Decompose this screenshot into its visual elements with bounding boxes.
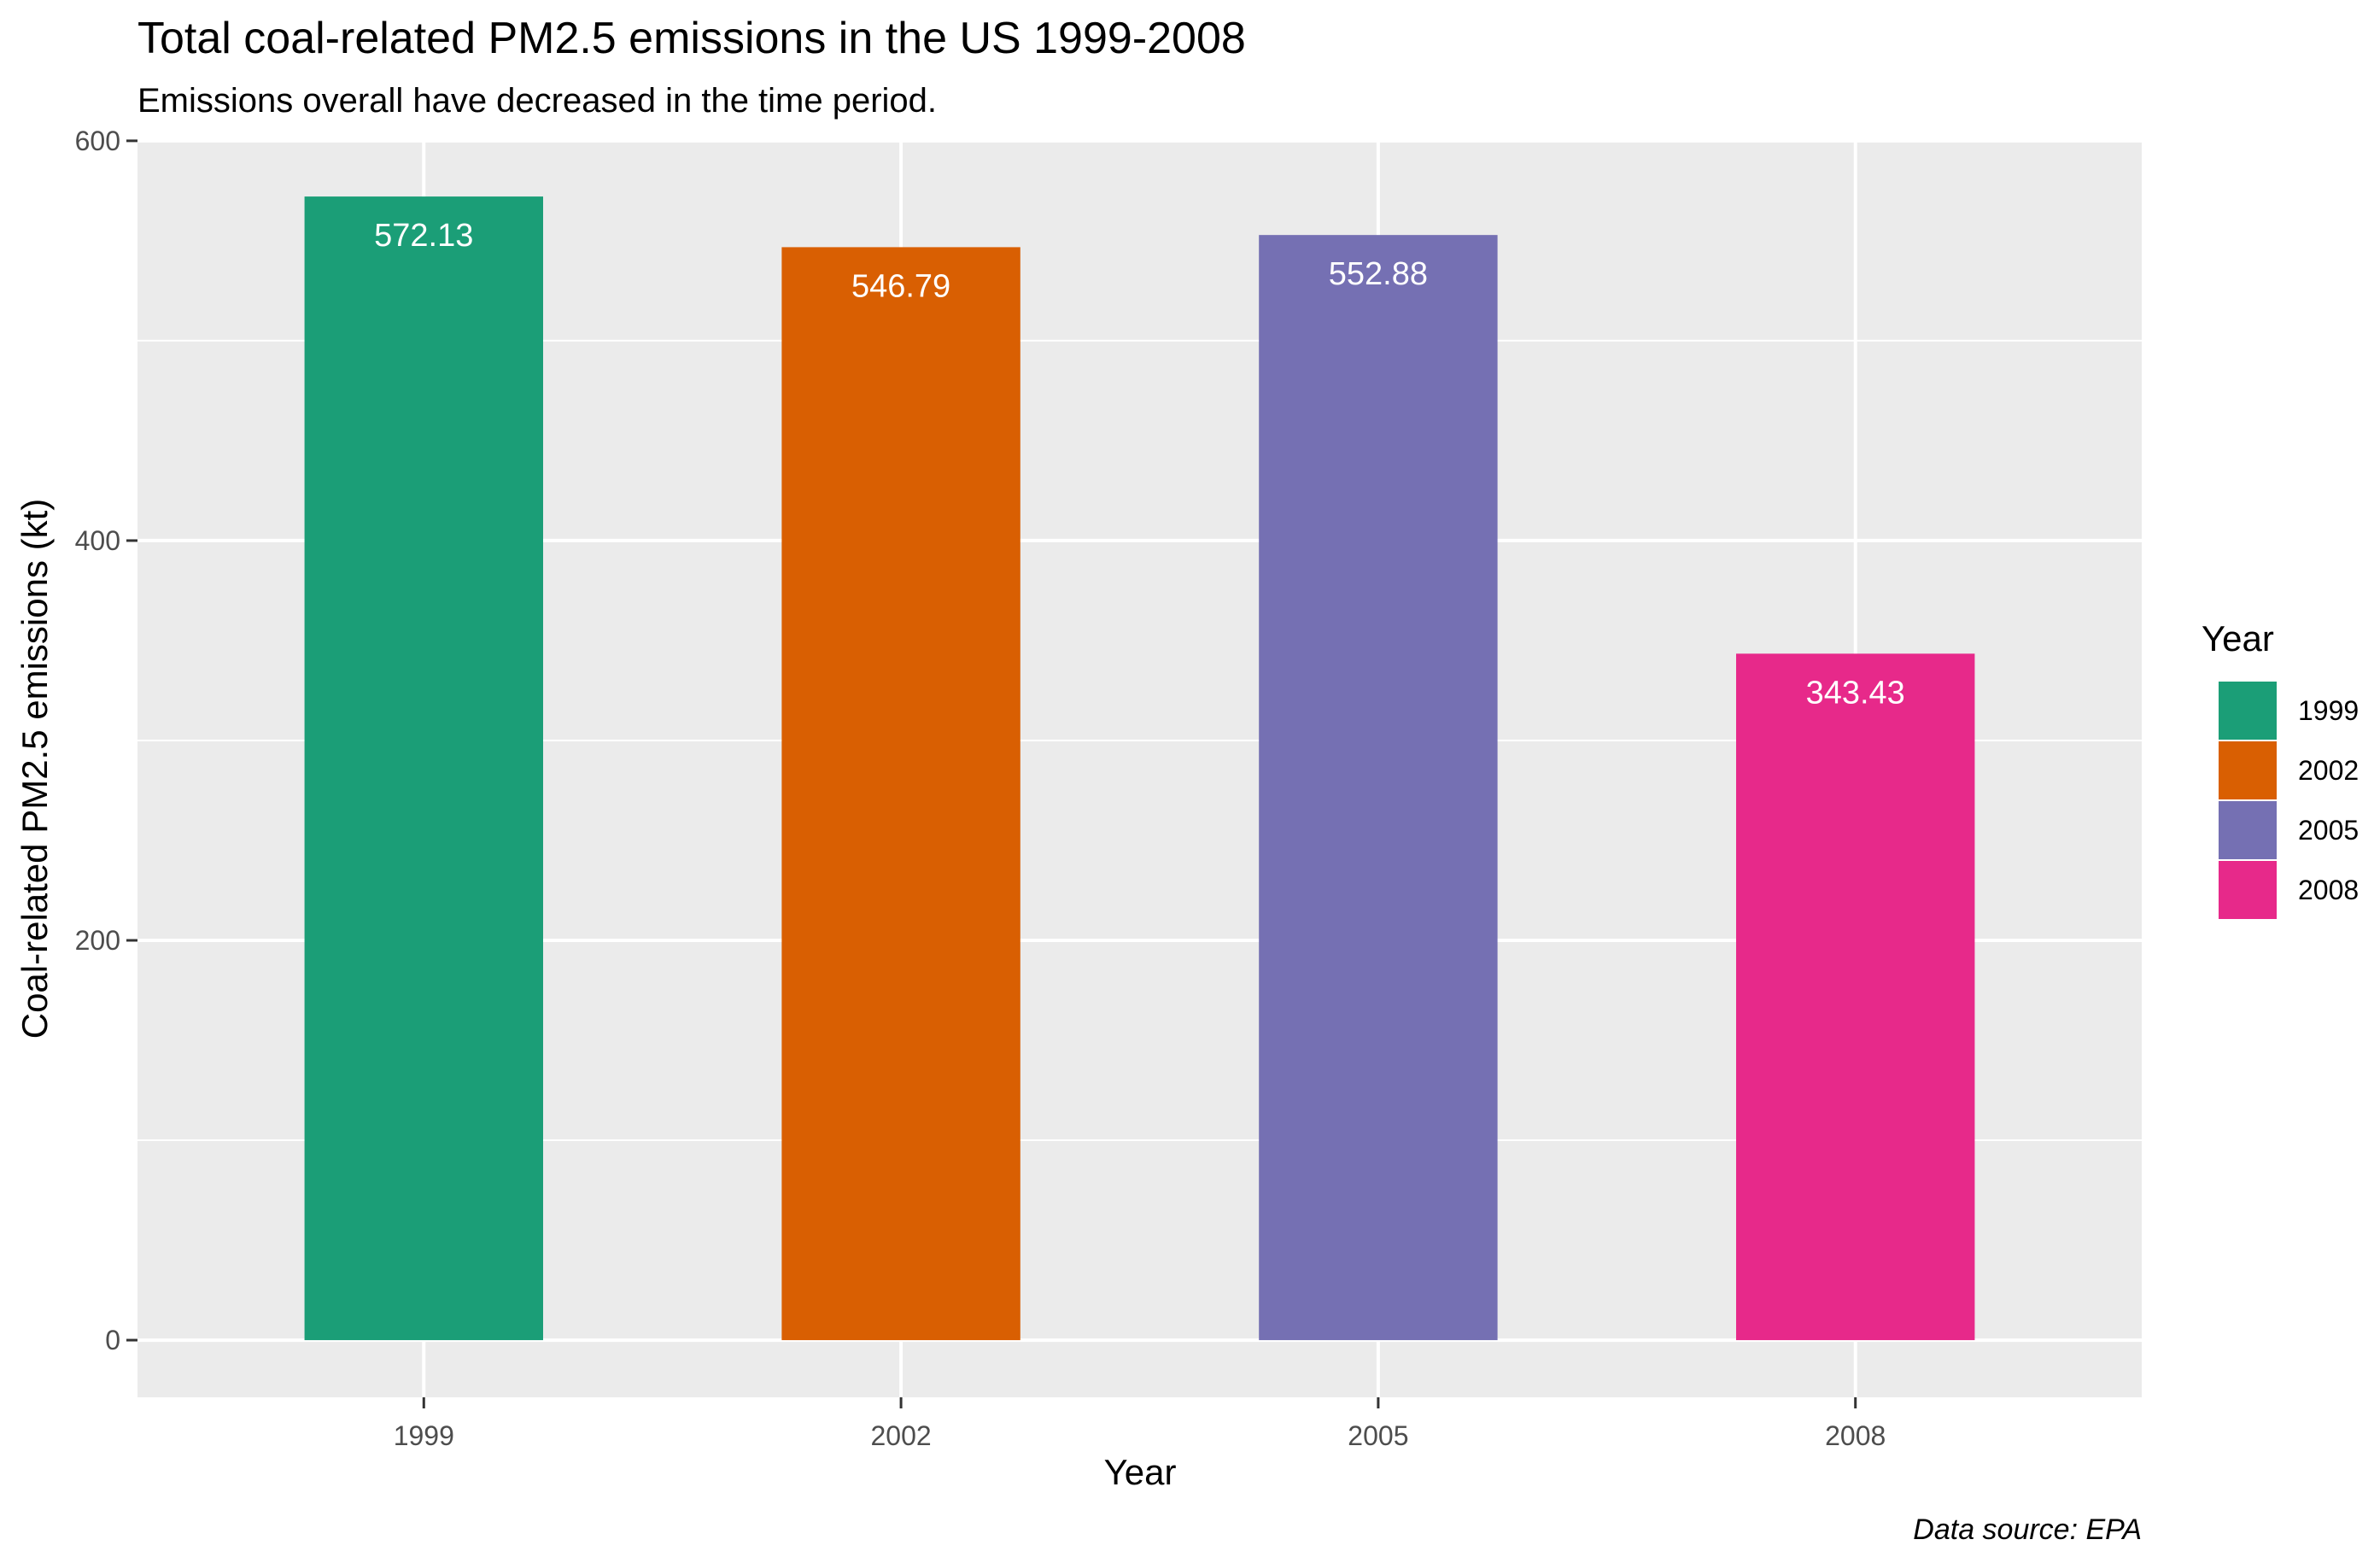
chart-caption: Data source: EPA [1913, 1513, 2142, 1546]
legend-label-2005: 2005 [2298, 815, 2359, 846]
legend-key-2005 [2217, 799, 2278, 861]
bar-value-label-2002: 546.79 [851, 268, 950, 304]
y-tick-label: 400 [75, 525, 120, 556]
y-tick-label: 0 [105, 1325, 120, 1355]
x-axis-title: Year [1104, 1452, 1177, 1492]
y-axis: 0 200 400 600 [75, 126, 137, 1355]
legend-key-2008 [2217, 859, 2278, 921]
bar-2002 [781, 247, 1020, 1341]
legend-label-1999: 1999 [2298, 695, 2359, 726]
legend-key-2002 [2217, 740, 2278, 801]
bar-value-label-2008: 343.43 [1806, 675, 1905, 711]
bar-1999 [304, 196, 543, 1341]
x-axis: 1999 2002 2005 2008 [394, 1397, 1886, 1451]
bar-2005 [1259, 235, 1498, 1341]
y-axis-title: Coal-related PM2.5 emissions (kt) [15, 499, 55, 1039]
bar-2008 [1736, 653, 1975, 1341]
legend-label-2008: 2008 [2298, 875, 2359, 905]
y-tick-label: 200 [75, 925, 120, 956]
bar-value-label-2005: 552.88 [1329, 256, 1428, 292]
bars [304, 196, 1975, 1341]
bar-labels: 572.13 546.79 552.88 343.43 [374, 218, 1905, 711]
bar-value-label-1999: 572.13 [374, 218, 473, 254]
chart-subtitle: Emissions overall have decreased in the … [137, 82, 937, 120]
x-tick-label: 2002 [871, 1420, 932, 1451]
x-tick-label: 2005 [1348, 1420, 1408, 1451]
legend-label-2002: 2002 [2298, 755, 2359, 786]
legend-key-1999 [2217, 680, 2278, 741]
x-tick-label: 1999 [394, 1420, 454, 1451]
chart-title: Total coal-related PM2.5 emissions in th… [137, 14, 1246, 63]
y-tick-label: 600 [75, 126, 120, 156]
x-tick-label: 2008 [1825, 1420, 1886, 1451]
legend: Year 1999 2002 2005 2008 [2202, 618, 2359, 921]
legend-title: Year [2202, 618, 2274, 659]
